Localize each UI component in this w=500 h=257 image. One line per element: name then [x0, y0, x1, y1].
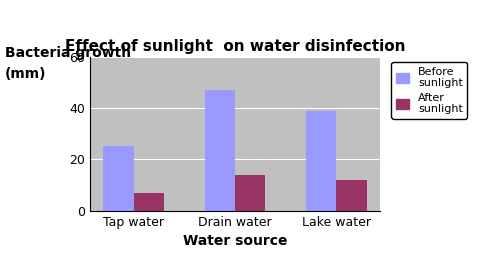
Text: (mm): (mm) — [5, 67, 46, 81]
Text: Bacteria growth: Bacteria growth — [5, 46, 131, 60]
Title: Effect of sunlight  on water disinfection: Effect of sunlight on water disinfection — [65, 39, 405, 54]
X-axis label: Water source: Water source — [183, 234, 287, 248]
Bar — [204, 90, 235, 211]
Bar — [306, 111, 336, 211]
Bar — [336, 180, 367, 211]
Legend: Before
sunlight, After
sunlight: Before sunlight, After sunlight — [392, 62, 468, 119]
Bar — [235, 175, 266, 211]
Bar — [134, 193, 164, 211]
Bar — [103, 146, 134, 211]
